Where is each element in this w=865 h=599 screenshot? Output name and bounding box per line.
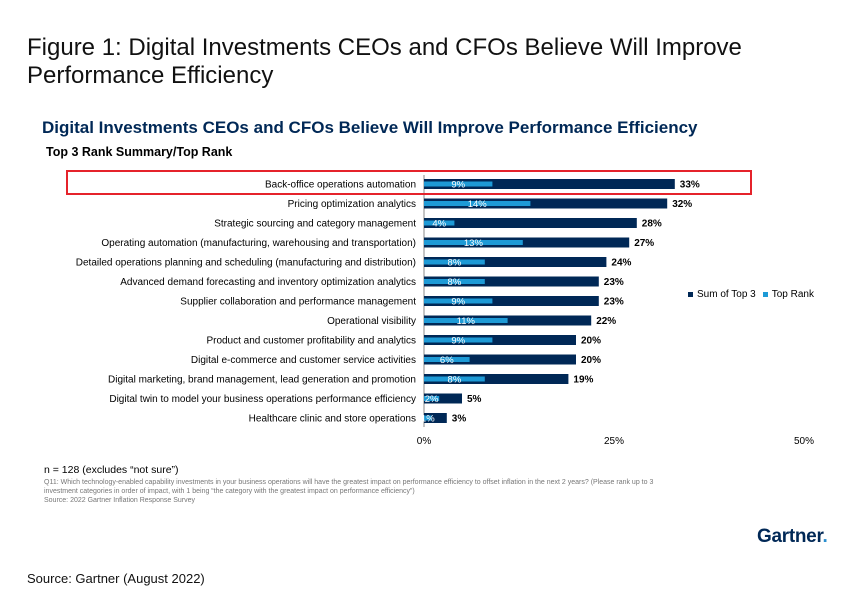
bar-top-rank bbox=[424, 240, 523, 245]
bar-sum-top3 bbox=[424, 374, 569, 384]
data-label-sum-top3: 28% bbox=[642, 219, 662, 230]
bar-sum-top3 bbox=[424, 257, 607, 267]
category-label: Supplier collaboration and performance m… bbox=[180, 297, 416, 308]
bar-top-rank bbox=[424, 337, 493, 343]
bar-sum-top3 bbox=[424, 335, 576, 345]
bar-top-rank bbox=[424, 259, 485, 265]
data-label-sum-top3: 23% bbox=[604, 277, 624, 288]
bar-sum-top3 bbox=[424, 413, 447, 423]
data-label-sum-top3: 5% bbox=[467, 394, 482, 405]
legend-label-top-rank: Top Rank bbox=[771, 289, 814, 300]
bar-top-rank bbox=[424, 396, 440, 401]
data-label-top-rank: 8% bbox=[448, 277, 462, 288]
data-label-sum-top3: 19% bbox=[573, 375, 593, 386]
legend-label-sum-top3: Sum of Top 3 bbox=[697, 289, 756, 300]
data-label-sum-top3: 32% bbox=[672, 199, 692, 210]
bar-sum-top3 bbox=[424, 296, 599, 306]
survey-source: Source: 2022 Gartner Inflation Response … bbox=[44, 497, 195, 504]
bar-top-rank bbox=[424, 376, 485, 382]
data-label-sum-top3: 27% bbox=[634, 238, 654, 249]
data-label-sum-top3: 24% bbox=[611, 258, 631, 269]
bar-sum-top3 bbox=[424, 218, 637, 228]
data-label-top-rank: 9% bbox=[451, 180, 465, 191]
category-label: Operating automation (manufacturing, war… bbox=[101, 238, 416, 249]
data-label-sum-top3: 33% bbox=[680, 180, 700, 191]
bar-sum-top3 bbox=[424, 276, 599, 287]
source-text: Source: Gartner (August 2022) bbox=[27, 571, 205, 586]
category-label: Advanced demand forecasting and inventor… bbox=[120, 277, 416, 288]
data-label-top-rank: 1% bbox=[421, 414, 435, 425]
data-label-sum-top3: 22% bbox=[596, 316, 616, 327]
data-label-top-rank: 11% bbox=[457, 316, 476, 327]
bar-top-rank bbox=[424, 279, 485, 284]
bar-sum-top3 bbox=[424, 354, 576, 365]
x-tick-label: 25% bbox=[604, 436, 624, 447]
data-label-top-rank: 9% bbox=[451, 336, 465, 347]
question-line-1: Q11: Which technology-enabled capability… bbox=[44, 479, 654, 486]
chart-subtitle: Top 3 Rank Summary/Top Rank bbox=[46, 145, 233, 159]
bar-sum-top3 bbox=[424, 237, 630, 248]
data-label-top-rank: 14% bbox=[468, 199, 488, 210]
question-line-2: investment categories in order of impact… bbox=[44, 488, 415, 495]
data-label-top-rank: 2% bbox=[425, 394, 439, 405]
bar-top-rank bbox=[424, 181, 493, 187]
category-label: Digital marketing, brand management, lea… bbox=[108, 375, 416, 386]
data-label-top-rank: 8% bbox=[448, 375, 462, 386]
bar-top-rank bbox=[424, 357, 470, 362]
bar-top-rank bbox=[424, 298, 493, 304]
bar-sum-top3 bbox=[424, 393, 462, 404]
data-label-sum-top3: 23% bbox=[604, 297, 624, 308]
data-label-sum-top3: 20% bbox=[581, 336, 601, 347]
data-label-top-rank: 8% bbox=[448, 258, 462, 269]
bar-top-rank bbox=[424, 318, 508, 323]
data-label-sum-top3: 3% bbox=[452, 414, 467, 425]
bar-chart: Back-office operations automation 9% 33% Pr… bbox=[76, 175, 814, 447]
x-tick-label: 0% bbox=[417, 436, 432, 447]
category-label: Strategic sourcing and category manageme… bbox=[214, 219, 416, 230]
bar-sum-top3 bbox=[424, 179, 675, 189]
legend-swatch-top-rank bbox=[762, 292, 768, 297]
data-label-top-rank: 9% bbox=[451, 297, 465, 308]
bar-sum-top3 bbox=[424, 198, 668, 209]
bar-top-rank bbox=[424, 415, 432, 421]
bar-top-rank bbox=[424, 201, 531, 206]
figure-title: Figure 1: Digital Investments CEOs and C… bbox=[27, 34, 742, 89]
data-label-top-rank: 13% bbox=[464, 238, 484, 249]
chart-title: Digital Investments CEOs and CFOs Believ… bbox=[42, 118, 698, 137]
category-label: Operational visibility bbox=[327, 316, 416, 327]
data-label-top-rank: 6% bbox=[440, 355, 454, 366]
category-label: Back-office operations automation bbox=[265, 180, 416, 191]
data-label-top-rank: 4% bbox=[432, 219, 446, 230]
legend-swatch-sum-top3 bbox=[688, 292, 693, 297]
category-label: Pricing optimization analytics bbox=[288, 199, 416, 210]
gartner-logo: Gartner. bbox=[757, 526, 828, 547]
sample-size-note: n = 128 (excludes “not sure”) bbox=[44, 464, 179, 476]
category-label: Digital e-commerce and customer service … bbox=[191, 355, 416, 366]
x-tick-label: 50% bbox=[794, 436, 814, 447]
highlight-box bbox=[66, 170, 752, 195]
category-label: Healthcare clinic and store operations bbox=[249, 414, 416, 425]
category-label: Detailed operations planning and schedul… bbox=[76, 258, 416, 269]
chart-legend: Sum of Top 3 Top Rank bbox=[688, 289, 814, 300]
data-label-sum-top3: 20% bbox=[581, 355, 601, 366]
category-label: Digital twin to model your business oper… bbox=[109, 394, 416, 405]
footnote: Q11: Which technology-enabled capability… bbox=[44, 478, 744, 505]
bar-top-rank bbox=[424, 220, 455, 226]
category-label: Product and customer profitability and a… bbox=[206, 336, 416, 347]
